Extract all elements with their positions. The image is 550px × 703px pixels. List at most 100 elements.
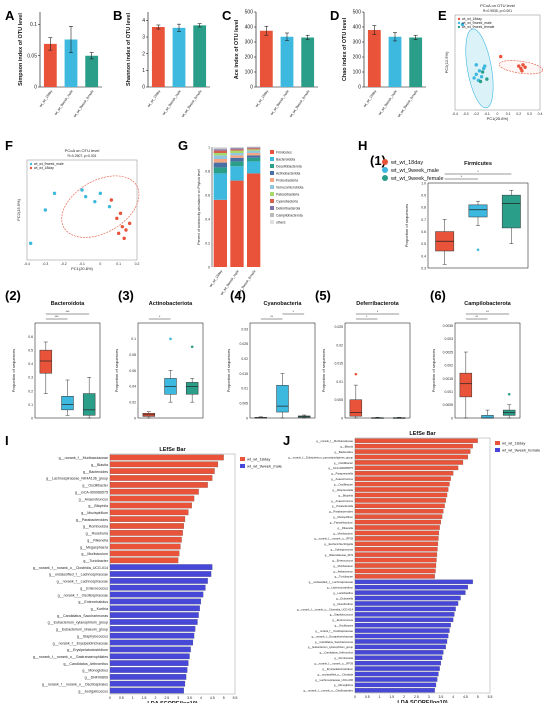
lda-bar: [354, 622, 451, 628]
legend-swatch: [270, 199, 274, 203]
scatter-point: [83, 194, 88, 199]
y-tick-label: 0.015: [335, 362, 344, 366]
x-tick-label: -0.3: [463, 112, 469, 116]
taxon-label: g__Roseburia: [86, 532, 108, 536]
chart-h5: Deferribacterota 0 0.005 0.01 0.015 0.02 0.025…: [321, 301, 411, 420]
chart-b: 0 1 2 3 4 Shannon index of OTU level wt_wt_18d…: [126, 12, 210, 118]
stack-segment: [213, 149, 227, 151]
y-tick-label: 0.2: [205, 242, 210, 246]
lda-bar: [354, 650, 444, 655]
taxon-label: g__norank_f__norank_o__Clostridia_UCG-01…: [297, 607, 354, 611]
taxon-label: g__Parasutterella: [332, 504, 354, 508]
scatter-point: [122, 236, 126, 241]
legend-marker: [457, 25, 461, 29]
taxon-label: g__Lachnoclostridium: [327, 586, 354, 590]
legend-label: wt_wt_18day: [462, 17, 482, 21]
scatter-point: [98, 191, 103, 196]
x-tick-label: wt_wt_9week_male: [162, 89, 182, 116]
y-tick-label: 0.5: [421, 242, 426, 246]
taxon-label: g__Ileibacterium: [333, 569, 353, 573]
stack-segment: [213, 155, 227, 159]
taxon-label: g__Rikenella: [87, 538, 108, 542]
x-tick-label: wt_wt_18day: [363, 89, 378, 108]
x-tick-label: -0.1: [484, 112, 490, 116]
y-tick-label: 0.005: [240, 402, 249, 406]
lda-bar: [109, 619, 198, 625]
legend-swatch: [240, 464, 245, 468]
taxon-label: g__Muribaculum: [333, 531, 354, 535]
lda-bar: [109, 598, 202, 605]
taxon-label: g__GCA-900066575: [328, 466, 353, 470]
lda-bar: [109, 502, 192, 509]
bar-2: [301, 37, 315, 87]
box-0: [39, 349, 53, 374]
legend-label: Desulfobacterota: [276, 165, 302, 169]
x-tick-label: 4: [452, 695, 454, 699]
y-axis-title: Shannon index of OTU level: [126, 13, 132, 87]
taxon-label: g__Bilophila: [338, 493, 353, 497]
y-axis-title: Proportion of sequences: [431, 349, 436, 392]
lda-bar: [109, 612, 199, 618]
taxon-label: g__Blautia: [91, 463, 108, 467]
box-2: [82, 393, 96, 416]
lda-bar: [109, 571, 212, 577]
y-tick-label: 0.6: [421, 230, 426, 234]
y-tick-label: 0.7: [421, 218, 426, 222]
plot-frame: [34, 322, 101, 419]
panel-label-a: A: [5, 8, 15, 23]
taxon-label: g__norank_f__norank_o__RF39: [314, 537, 353, 541]
scatter-point: [479, 75, 484, 79]
lda-bar: [354, 541, 439, 547]
chart-j: LEfSe Barg__norank_f__Muribaculaceaeg__B…: [288, 431, 541, 703]
scatter-point: [115, 216, 119, 221]
legend-label: wt_wt_9week_male: [34, 162, 64, 166]
y-tick-label: 0.005: [335, 398, 344, 402]
y-tick-label: 0.0035: [443, 324, 453, 328]
chart-h3: Actinobacteriota 0 0.02 0.04 0.06 0.08 0.1 Prop…: [114, 301, 204, 420]
legend-label: wt_wt_9week_female: [502, 448, 541, 453]
plot-frame: [454, 14, 541, 111]
legend: wt_wt_18daywt_wt_9week_malewt_wt_9week_f…: [457, 17, 495, 29]
significance-label: *: [293, 310, 295, 314]
taxon-label: g__Romboutsia: [83, 525, 108, 529]
y-tick-label: 100: [353, 70, 362, 76]
stack-segment: [247, 147, 261, 149]
outlier-point: [354, 372, 358, 376]
lda-bar: [109, 530, 183, 536]
taxon-label: g__Monoglobus: [82, 669, 108, 673]
lda-bar: [354, 546, 438, 552]
subpanel-label: (1): [370, 153, 386, 168]
legend-swatch: [495, 448, 500, 452]
stack-segment: [230, 147, 244, 148]
taxon-label: g__DNF00809: [85, 676, 108, 680]
lda-bar: [354, 449, 471, 454]
plot-frame: [454, 322, 521, 419]
outlier-point: [169, 337, 172, 341]
x-tick-label: wt_wt_9week_male: [54, 89, 74, 116]
taxon-label: g__norank_f__Lachnospiraceae: [57, 580, 108, 584]
taxon-label: g__norank_f__norank_o__Oscillospirales: [42, 682, 108, 686]
y-tick-label: 0.015: [240, 372, 249, 376]
stack-segment: [247, 150, 261, 153]
scatter-point: [474, 72, 478, 77]
lda-bar: [354, 590, 466, 595]
y-tick-label: 0.02: [241, 357, 248, 361]
taxon-label: g__Bacteroides: [83, 470, 108, 474]
taxon-label: g__Oscillibacter: [334, 482, 353, 486]
bar-0: [151, 27, 165, 87]
subpanel-label: (2): [5, 288, 21, 303]
taxon-label: g__Anaerotruncus: [331, 477, 354, 481]
legend: wt_wt_18day wt_wt_9week_female: [495, 441, 541, 453]
stack-segment: [230, 180, 244, 267]
lda-bar: [354, 481, 450, 487]
taxon-label: g__Eubacterium_siraeum_group: [56, 628, 108, 632]
taxon-label: g__Anaerotruncus: [331, 499, 354, 503]
y-axis-title: PC2(15.9%): [16, 198, 21, 220]
x-tick-label: 5.5: [488, 695, 493, 699]
scatter-point: [28, 241, 33, 246]
legend-marker: [382, 159, 388, 165]
lda-bar: [354, 438, 478, 443]
chart-h2: Bacteroidota 0 0.1 0.2 0.3 0.4 0.5 0.6 Proportio…: [11, 301, 101, 420]
lda-bar: [109, 523, 184, 529]
chart-title: Bacteroidota: [51, 301, 86, 307]
